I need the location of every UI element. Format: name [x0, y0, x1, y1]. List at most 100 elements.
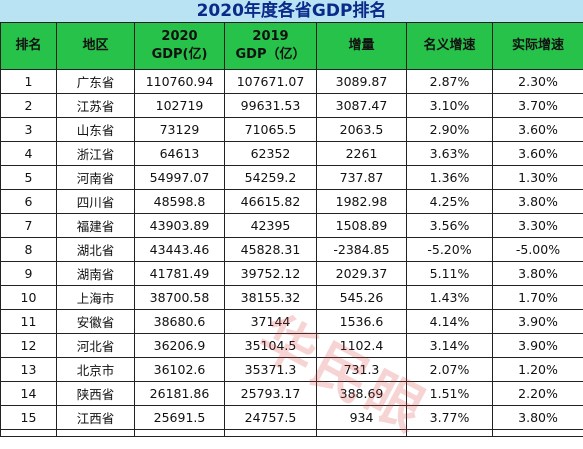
cell-gdp-2019: 37144 [225, 310, 317, 334]
cell-gdp-2019: 45828.31 [225, 238, 317, 262]
cell-real-growth: 3.90% [493, 334, 583, 358]
cell-region: 浙江省 [57, 142, 135, 166]
cell-rank: 2 [1, 94, 57, 118]
cell-gdp-2020: 54997.07 [135, 166, 225, 190]
cell-increase: 388.69 [317, 382, 407, 406]
cell-region: 广东省 [57, 70, 135, 94]
cell-gdp-2019: 38155.32 [225, 286, 317, 310]
cell-gdp-2019: 54259.2 [225, 166, 317, 190]
cell-empty [135, 430, 225, 437]
gdp-ranking-table: 排名 地区 2020 GDP(亿) 2019 GDP（亿） 增量 名义增速 实际… [0, 22, 583, 437]
cell-region: 湖北省 [57, 238, 135, 262]
header-gdp-2020-year: 2020 [135, 28, 224, 46]
cell-empty [407, 430, 493, 437]
cell-region: 安徽省 [57, 310, 135, 334]
cell-rank: 12 [1, 334, 57, 358]
cell-empty [1, 430, 57, 437]
cell-increase: -2384.85 [317, 238, 407, 262]
cell-increase: 545.26 [317, 286, 407, 310]
cell-increase: 1536.6 [317, 310, 407, 334]
cell-empty [493, 430, 583, 437]
cell-gdp-2019: 35371.3 [225, 358, 317, 382]
cell-gdp-2020: 64613 [135, 142, 225, 166]
cell-empty [225, 430, 317, 437]
cell-gdp-2019: 99631.53 [225, 94, 317, 118]
cell-gdp-2019: 39752.12 [225, 262, 317, 286]
cell-real-growth: 3.90% [493, 310, 583, 334]
cell-increase: 1508.89 [317, 214, 407, 238]
table-header-row: 排名 地区 2020 GDP(亿) 2019 GDP（亿） 增量 名义增速 实际… [1, 23, 583, 70]
header-region: 地区 [57, 23, 135, 70]
cell-increase: 2063.5 [317, 118, 407, 142]
cell-gdp-2020: 26181.86 [135, 382, 225, 406]
cell-region: 福建省 [57, 214, 135, 238]
cell-real-growth: 3.80% [493, 262, 583, 286]
cell-real-growth: 2.30% [493, 70, 583, 94]
cell-rank: 3 [1, 118, 57, 142]
cell-gdp-2020: 38680.6 [135, 310, 225, 334]
cell-region: 四川省 [57, 190, 135, 214]
cell-gdp-2019: 35104.5 [225, 334, 317, 358]
cell-nominal-growth: 4.25% [407, 190, 493, 214]
cell-rank: 8 [1, 238, 57, 262]
cell-gdp-2019: 24757.5 [225, 406, 317, 430]
cell-increase: 934 [317, 406, 407, 430]
cell-gdp-2020: 41781.49 [135, 262, 225, 286]
cell-real-growth: 2.20% [493, 382, 583, 406]
header-gdp-2019-year: 2019 [225, 28, 316, 46]
cell-nominal-growth: 2.90% [407, 118, 493, 142]
table-title: 2020年度各省GDP排名 [0, 0, 583, 22]
cell-increase: 2029.37 [317, 262, 407, 286]
cell-increase: 731.3 [317, 358, 407, 382]
cell-gdp-2020: 38700.58 [135, 286, 225, 310]
cell-nominal-growth: 3.14% [407, 334, 493, 358]
cell-increase: 1102.4 [317, 334, 407, 358]
cell-rank: 13 [1, 358, 57, 382]
cell-gdp-2020: 102719 [135, 94, 225, 118]
cell-region: 北京市 [57, 358, 135, 382]
cell-gdp-2019: 71065.5 [225, 118, 317, 142]
cell-increase: 2261 [317, 142, 407, 166]
cell-rank: 14 [1, 382, 57, 406]
cell-gdp-2020: 36102.6 [135, 358, 225, 382]
cell-real-growth: 1.70% [493, 286, 583, 310]
cell-gdp-2020: 25691.5 [135, 406, 225, 430]
cell-region: 陕西省 [57, 382, 135, 406]
cell-nominal-growth: 5.11% [407, 262, 493, 286]
cell-rank: 10 [1, 286, 57, 310]
cell-rank: 9 [1, 262, 57, 286]
cell-empty [317, 430, 407, 437]
cell-gdp-2019: 25793.17 [225, 382, 317, 406]
cell-real-growth: 3.80% [493, 190, 583, 214]
cell-empty [57, 430, 135, 437]
cell-nominal-growth: -5.20% [407, 238, 493, 262]
cell-rank: 4 [1, 142, 57, 166]
table-row-cutoff [1, 430, 583, 437]
cell-real-growth: 3.60% [493, 142, 583, 166]
cell-nominal-growth: 4.14% [407, 310, 493, 334]
cell-real-growth: 3.70% [493, 94, 583, 118]
cell-real-growth: 1.20% [493, 358, 583, 382]
cell-region: 上海市 [57, 286, 135, 310]
cell-nominal-growth: 3.77% [407, 406, 493, 430]
cell-real-growth: 1.30% [493, 166, 583, 190]
cell-increase: 3089.87 [317, 70, 407, 94]
cell-gdp-2019: 107671.07 [225, 70, 317, 94]
header-gdp-2019-unit: GDP（亿） [225, 46, 316, 64]
cell-real-growth: 3.60% [493, 118, 583, 142]
cell-nominal-growth: 3.56% [407, 214, 493, 238]
cell-region: 江西省 [57, 406, 135, 430]
cell-nominal-growth: 1.36% [407, 166, 493, 190]
header-nominal-growth: 名义增速 [407, 23, 493, 70]
cell-rank: 7 [1, 214, 57, 238]
header-real-growth: 实际增速 [493, 23, 583, 70]
